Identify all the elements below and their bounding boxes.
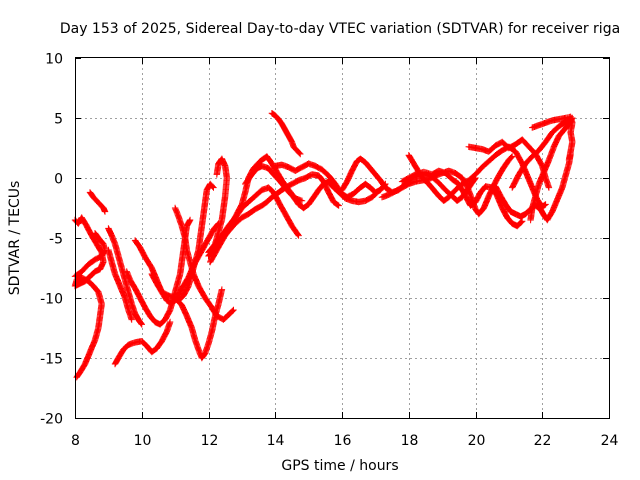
chart-title: Day 153 of 2025, Sidereal Day-to-day VTE… [60,21,620,37]
y-tick-label: -15 [40,352,63,368]
x-tick-label: 22 [534,433,552,449]
x-tick-label: 18 [401,433,419,449]
x-tick-label: 10 [134,433,152,449]
series-arc-5 [105,246,135,323]
series-arc-4 [105,225,145,328]
series-markers [378,153,516,218]
y-tick-label: -20 [40,412,63,428]
series-arc-20 [378,153,516,218]
series-markers [86,189,109,215]
series-markers [175,180,217,304]
x-tick-label: 8 [71,433,80,449]
series-arc-16 [268,110,304,158]
series-markers [105,225,145,328]
x-tick-label: 24 [601,433,619,449]
series-markers [529,113,576,164]
y-tick-label: 0 [54,172,63,188]
series-markers [272,160,389,201]
grid-layer [75,58,609,418]
series-markers [131,220,222,308]
series-arc-11 [175,180,217,304]
series-arc-15 [205,171,342,260]
data-layer [71,110,576,381]
x-tick-label: 12 [201,433,219,449]
y-axis-title: SDTVAR / TECUs [7,181,23,296]
series-markers [268,110,304,158]
tick-layer: 8 10 12 14 16 18 20 22 24 -20 -15 -10 -5 0 5 10 [40,52,618,450]
y-tick-label: 10 [45,52,63,68]
x-axis-title: GPS time / hours [281,458,398,474]
series-arc-24 [492,150,574,224]
series-arc-3 [86,189,109,215]
x-tick-label: 16 [334,433,352,449]
series-arc-6 [111,318,174,368]
y-tick-label: -10 [40,292,63,308]
x-tick-label: 20 [468,433,486,449]
series-markers [492,150,574,224]
series-arc-8 [131,220,222,308]
y-tick-label: -5 [49,232,63,248]
series-arc-18 [272,160,389,201]
series-markers [105,246,135,323]
y-tick-label: 5 [54,112,63,128]
x-tick-label: 14 [267,433,285,449]
series-markers [111,318,174,368]
series-arc-26 [529,113,576,164]
series-markers [205,171,342,260]
